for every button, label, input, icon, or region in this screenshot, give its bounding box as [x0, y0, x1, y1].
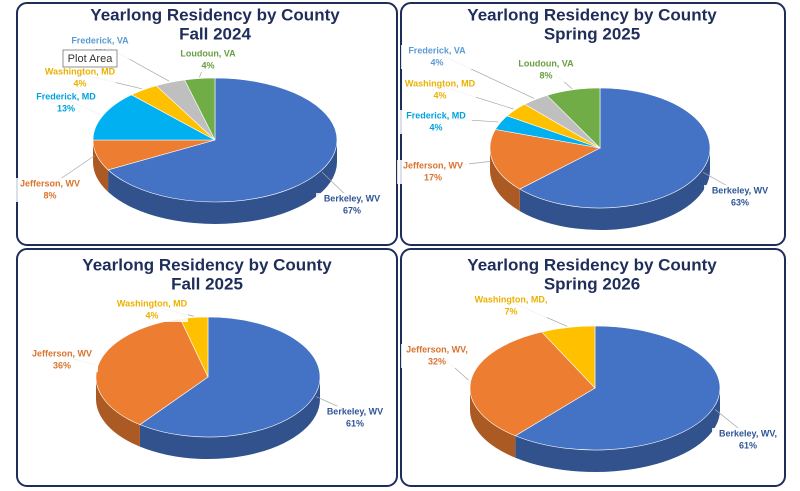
slice — [107, 77, 338, 203]
value-label: 4% — [433, 90, 446, 100]
label-bg — [172, 48, 244, 72]
category-label: Jefferson, WV — [403, 160, 463, 170]
value-label: 13% — [57, 103, 75, 113]
value-label: 36% — [53, 360, 71, 370]
label-bg — [14, 178, 86, 202]
value-label: 61% — [739, 440, 757, 450]
category-label: Berkeley, WV — [327, 406, 383, 416]
slice — [541, 325, 596, 389]
category-label: Frederick, MD — [406, 110, 466, 120]
slice-side — [96, 377, 140, 447]
category-label: Washington, MD, — [475, 294, 548, 304]
value-label: 63% — [731, 197, 749, 207]
value-label: 4% — [429, 122, 442, 132]
category-label: Frederick, VA — [71, 35, 129, 45]
chart-subtitle: Fall 2024 — [179, 24, 251, 43]
chart-title: Yearlong Residency by County — [467, 5, 717, 24]
chart-subtitle: Spring 2026 — [544, 274, 640, 293]
value-label: 4% — [430, 57, 443, 67]
slice-side — [93, 140, 109, 192]
tooltip: Plot Area — [68, 53, 114, 65]
label-bg — [400, 110, 472, 134]
slice — [489, 129, 601, 190]
value-label: 4% — [201, 60, 214, 70]
chart-title: Yearlong Residency by County — [82, 255, 332, 274]
value-label: 61% — [346, 418, 364, 428]
category-label: Frederick, VA — [408, 45, 466, 55]
category-label: Berkeley, WV — [712, 185, 768, 195]
label-bg — [30, 91, 102, 115]
category-label: Frederick, MD — [36, 91, 96, 101]
category-label: Berkeley, WV — [324, 193, 380, 203]
slice-side — [519, 148, 710, 230]
category-label: Washington, MD — [405, 78, 476, 88]
label-bg — [44, 66, 116, 90]
slice-side — [108, 140, 338, 224]
slice-side — [470, 388, 516, 458]
slice — [92, 94, 216, 141]
value-label: 8% — [43, 190, 56, 200]
label-bg — [401, 45, 473, 69]
chart-title: Yearlong Residency by County — [467, 255, 717, 274]
slice — [184, 77, 216, 141]
slice — [546, 87, 601, 149]
value-label: 67% — [343, 205, 361, 215]
chart-title: Yearlong Residency by County — [90, 5, 340, 24]
category-label: Loudoun, VA — [518, 58, 574, 68]
label-bg — [404, 78, 476, 102]
tooltip-box — [62, 49, 118, 68]
slice — [519, 87, 711, 209]
value-label: 7% — [504, 306, 517, 316]
value-label: 17% — [424, 172, 442, 182]
label-bg — [26, 348, 98, 372]
category-label: Washington, MD — [117, 298, 188, 308]
chart-subtitle: Spring 2025 — [544, 24, 640, 43]
category-label: Jefferson, WV — [20, 178, 80, 188]
label-bg — [316, 193, 388, 217]
slice-side — [139, 377, 320, 459]
slice-side — [490, 148, 520, 212]
label-bg — [397, 160, 469, 184]
value-label: 32% — [428, 356, 446, 366]
value-label: 4% — [73, 78, 86, 88]
slice — [469, 331, 596, 437]
value-label: 8% — [539, 70, 552, 80]
label-bg — [116, 298, 188, 322]
category-label: Washington, MD — [45, 66, 116, 76]
slice — [95, 318, 209, 425]
label-bg — [401, 344, 473, 368]
slice — [139, 316, 321, 438]
label-bg — [510, 58, 582, 82]
label-bg — [712, 428, 784, 452]
slice-side — [515, 388, 720, 472]
label-bg — [319, 406, 391, 430]
slice — [514, 325, 721, 451]
category-label: Loudoun, VA — [180, 48, 236, 58]
category-label: Berkeley, WV, — [719, 428, 777, 438]
category-label: Jefferson, WV, — [406, 344, 468, 354]
category-label: Jefferson, WV — [32, 348, 92, 358]
label-bg — [475, 294, 547, 318]
label-bg — [704, 185, 776, 209]
value-label: 4% — [145, 310, 158, 320]
chart-subtitle: Fall 2025 — [171, 274, 243, 293]
